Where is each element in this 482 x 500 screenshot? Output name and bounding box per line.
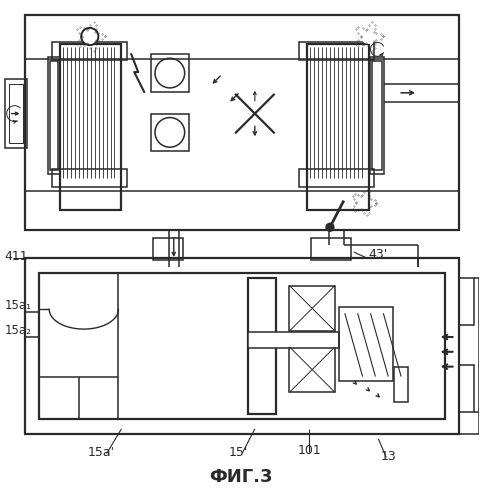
Bar [9,84,23,143]
Bar [248,332,339,348]
Text: 15a': 15a' [88,446,115,458]
Bar [459,364,474,412]
Bar [373,61,382,170]
Bar [151,54,188,92]
Bar [52,169,127,186]
Bar [248,278,276,414]
Bar [48,57,60,174]
Bar [394,366,408,402]
Bar [25,59,459,190]
Bar [307,44,369,210]
Bar [371,57,384,174]
Circle shape [326,224,334,231]
Bar [40,272,444,419]
Bar [60,44,121,210]
Text: 13: 13 [380,450,396,462]
Bar [311,238,351,260]
Bar [289,286,335,331]
Text: 15': 15' [228,446,248,458]
Bar [339,308,393,382]
Text: 411: 411 [5,250,28,263]
Text: 43': 43' [369,248,388,261]
Text: ФИГ.3: ФИГ.3 [209,468,273,486]
Bar [50,61,58,170]
Bar [151,114,188,151]
Bar [289,347,335,393]
Bar [25,14,459,230]
Bar [25,258,459,434]
Text: 15a₁: 15a₁ [5,300,32,312]
Bar [299,169,375,186]
Bar [153,238,183,260]
Text: 101: 101 [297,444,321,456]
Circle shape [362,30,375,44]
Bar [5,79,27,148]
Text: 15a₂: 15a₂ [5,324,32,337]
Bar [299,42,375,60]
Bar [52,42,127,60]
Circle shape [81,28,99,46]
Circle shape [83,30,97,44]
Bar [459,278,474,325]
